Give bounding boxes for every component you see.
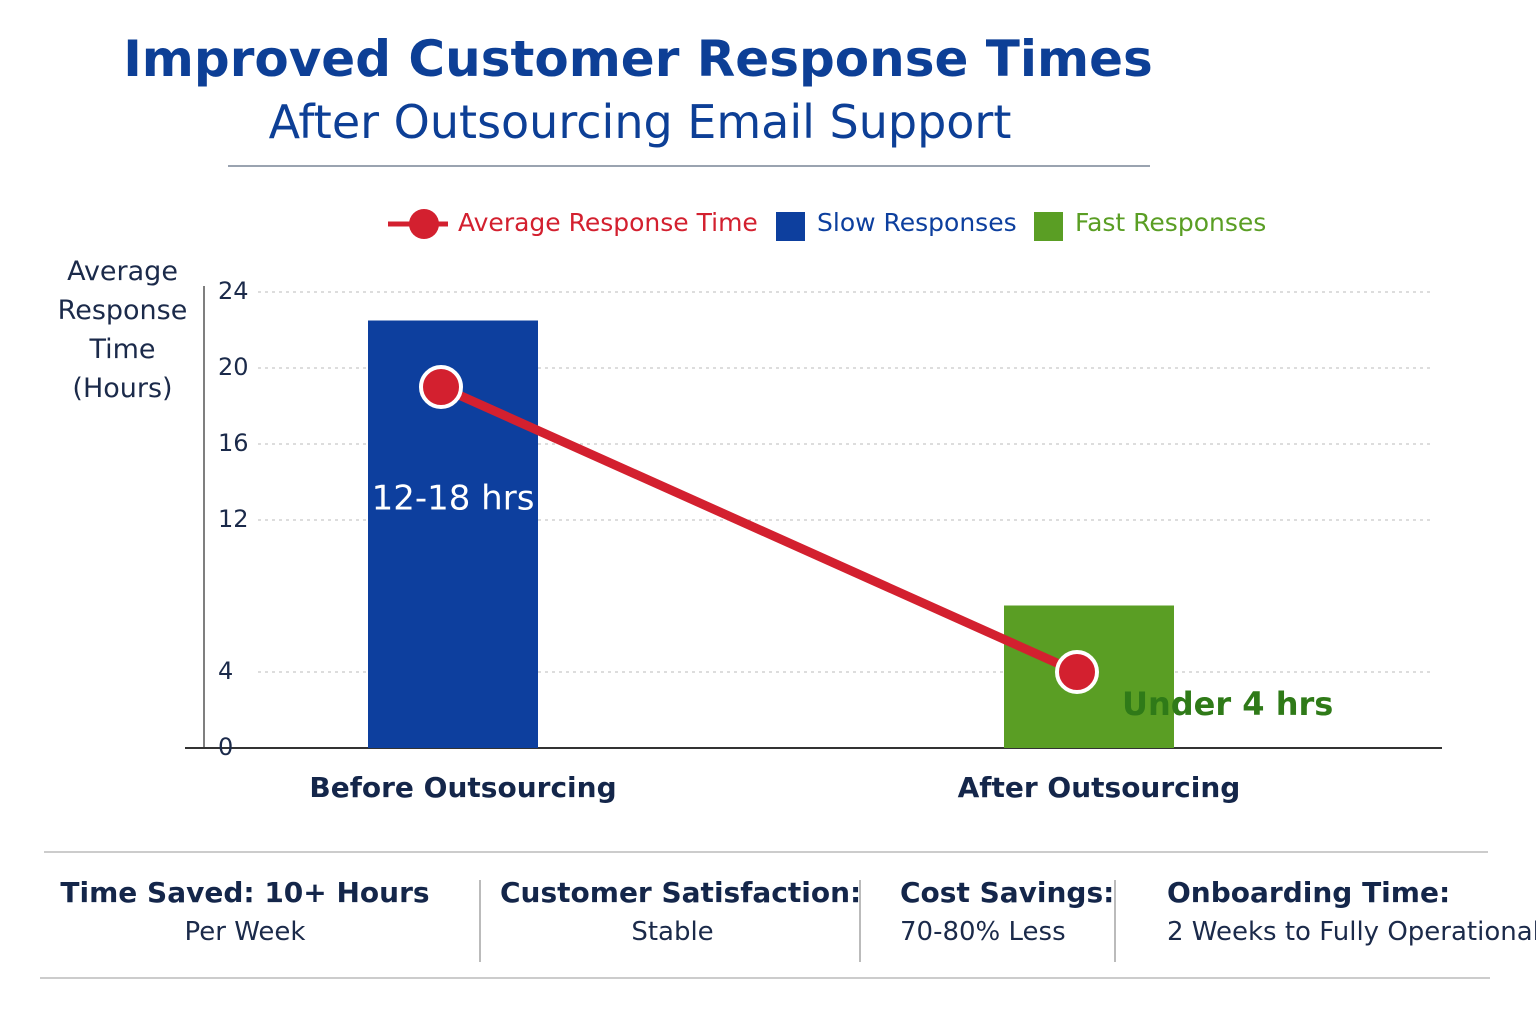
stat-value: Stable — [631, 917, 714, 947]
point — [419, 365, 463, 409]
stat-title: Cost Savings: — [900, 876, 1115, 909]
y-tick-label: 4 — [218, 657, 233, 685]
stat-value: 2 Weeks to Fully Operational — [1167, 917, 1536, 947]
legend-marker — [409, 209, 439, 239]
x-tick-label: After Outsourcing — [958, 771, 1241, 804]
stat: Onboarding Time: 2 Weeks to Fully Operati… — [1167, 876, 1536, 947]
stat: Time Saved: 10+ Hours Per Week — [40, 876, 450, 947]
y-tick-label: 12 — [218, 505, 249, 533]
y-tick-label: 0 — [218, 733, 233, 761]
chart-subtitle: After Outsourcing Email Support — [268, 95, 1012, 149]
stat: Cost Savings: 70-80% Less — [900, 876, 1115, 947]
line — [439, 382, 1079, 677]
legend-swatch — [776, 212, 805, 241]
stat-title: Onboarding Time: — [1167, 876, 1451, 909]
y-tick-label: 24 — [218, 277, 249, 305]
stat-title: Time Saved: 10+ Hours — [60, 876, 430, 909]
chart-title: Improved Customer Response Times — [123, 30, 1153, 88]
stat-title: Customer Satisfaction: — [500, 876, 862, 909]
y-tick-label: 20 — [218, 353, 249, 381]
y-axis-label: Average Response Time (Hours) — [57, 256, 188, 404]
y-tick-label: 16 — [218, 429, 249, 457]
stat: Customer Satisfaction: Stable — [500, 876, 862, 947]
legend-label: Slow Responses — [817, 208, 1017, 237]
stat-value: Per Week — [184, 917, 306, 947]
stat-value: 70-80% Less — [900, 917, 1066, 947]
legend-label: Fast Responses — [1075, 208, 1267, 237]
point — [1055, 650, 1099, 694]
legend-swatch — [1034, 212, 1063, 241]
x-tick-label: Before Outsourcing — [309, 771, 616, 804]
annotation: Under 4 hrs — [1122, 685, 1333, 723]
legend-label: Average Response Time — [458, 208, 758, 237]
annotation: 12-18 hrs — [372, 479, 535, 519]
